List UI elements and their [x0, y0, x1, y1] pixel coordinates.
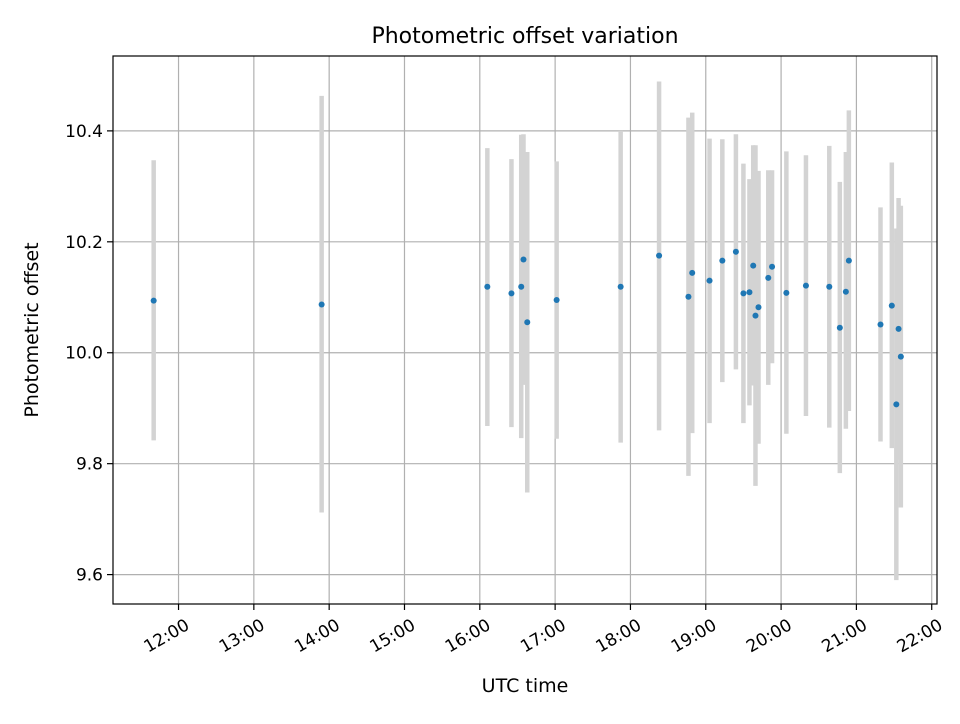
data-point: [836, 324, 843, 331]
data-point: [765, 274, 772, 281]
data-point: [150, 297, 157, 304]
data-point: [750, 262, 757, 269]
data-point: [520, 256, 527, 263]
data-point: [524, 319, 531, 326]
data-point: [706, 277, 713, 284]
plot-frame: [112, 55, 938, 605]
data-point: [752, 312, 759, 319]
data-point: [685, 293, 692, 300]
y-tick-label: 10.0: [65, 344, 103, 364]
data-point: [755, 304, 762, 311]
data-point: [318, 301, 325, 308]
y-tick-label: 9.8: [76, 455, 103, 475]
data-point: [826, 283, 833, 290]
data-point: [732, 248, 739, 255]
data-point: [719, 257, 726, 264]
y-axis-label: Photometric offset: [21, 242, 43, 417]
data-point: [783, 289, 790, 296]
y-tick-label: 10.4: [65, 122, 103, 142]
data-point: [893, 401, 900, 408]
data-point: [895, 325, 902, 332]
data-point: [845, 257, 852, 264]
data-point: [689, 269, 696, 276]
chart-title: Photometric offset variation: [371, 24, 678, 49]
data-point: [508, 290, 515, 297]
data-point: [746, 289, 753, 296]
data-points: [150, 248, 904, 408]
data-point: [553, 297, 560, 304]
data-point: [897, 353, 904, 360]
data-point: [740, 290, 747, 297]
x-axis-label: UTC time: [482, 675, 569, 697]
data-point: [888, 302, 895, 309]
y-tick-label: 10.2: [65, 233, 103, 253]
y-tick-label: 9.6: [76, 566, 103, 586]
data-point: [656, 252, 663, 259]
data-point: [484, 283, 491, 290]
data-point: [877, 321, 884, 328]
data-point: [617, 283, 624, 290]
data-point: [842, 288, 849, 295]
data-point: [518, 283, 525, 290]
data-point: [802, 282, 809, 289]
data-point: [769, 263, 776, 270]
